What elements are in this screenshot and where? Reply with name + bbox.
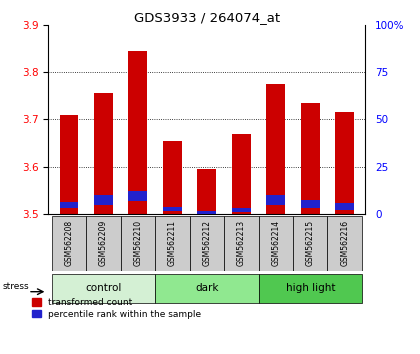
Bar [259, 274, 362, 303]
Bar [60, 202, 79, 209]
Bar [197, 169, 216, 214]
Bar [129, 51, 147, 214]
Bar [52, 216, 86, 271]
Text: GSM562212: GSM562212 [202, 221, 211, 266]
Bar [232, 134, 251, 214]
Text: GSM562211: GSM562211 [168, 221, 177, 266]
Bar [129, 191, 147, 201]
Bar [224, 216, 259, 271]
Bar [266, 195, 285, 205]
Legend: transformed count, percentile rank within the sample: transformed count, percentile rank withi… [32, 298, 201, 319]
Text: GSM562215: GSM562215 [306, 220, 315, 267]
Title: GDS3933 / 264074_at: GDS3933 / 264074_at [134, 11, 280, 24]
Bar [301, 200, 320, 209]
Text: GSM562209: GSM562209 [99, 220, 108, 267]
Bar [189, 216, 224, 271]
Bar [335, 112, 354, 214]
Bar [301, 103, 320, 214]
Text: GSM562208: GSM562208 [65, 220, 73, 267]
Bar [266, 84, 285, 214]
Bar [335, 203, 354, 210]
Text: GSM562214: GSM562214 [271, 220, 280, 267]
Bar [155, 274, 259, 303]
Bar [155, 216, 189, 271]
Bar [197, 211, 216, 215]
Bar [86, 216, 121, 271]
Text: high light: high light [286, 283, 335, 293]
Bar [328, 216, 362, 271]
Bar [163, 141, 182, 214]
Bar [259, 216, 293, 271]
Text: control: control [85, 283, 122, 293]
Text: dark: dark [195, 283, 218, 293]
Bar [60, 115, 79, 214]
Bar [94, 93, 113, 214]
Bar [121, 216, 155, 271]
Bar [232, 207, 251, 212]
Bar [163, 207, 182, 211]
Text: GSM562216: GSM562216 [340, 220, 349, 267]
Text: stress: stress [2, 282, 29, 291]
Bar [94, 195, 113, 205]
Bar [52, 274, 155, 303]
Bar [293, 216, 328, 271]
Text: GSM562213: GSM562213 [237, 220, 246, 267]
Text: GSM562210: GSM562210 [134, 220, 142, 267]
